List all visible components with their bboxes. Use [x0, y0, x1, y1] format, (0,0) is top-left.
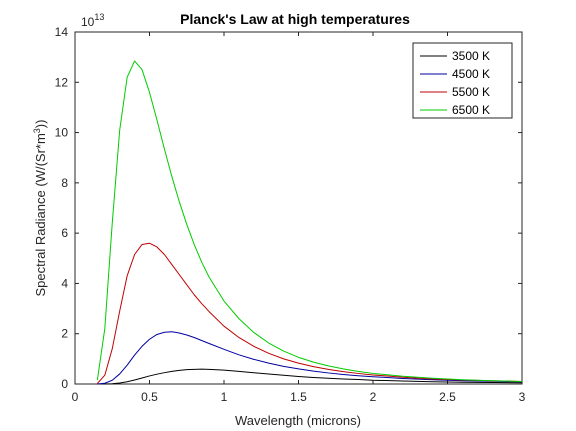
y-multiplier-exponent: 13 [94, 12, 104, 22]
series-line-5500-k [96, 242, 523, 384]
y-tick-label: 0 [61, 377, 68, 391]
y-tick-label: 4 [61, 276, 68, 290]
y-tick-label: 14 [55, 25, 69, 39]
y-axis-label-base: Spectral Radiance (W/(Sr*m [33, 133, 48, 296]
series-line-4500-k [97, 331, 523, 385]
x-tick-label: 0.5 [141, 390, 158, 404]
y-tick-label: 12 [55, 75, 69, 89]
x-axis-label: Wavelength (microns) [235, 413, 361, 428]
y-tick-label: 6 [61, 226, 68, 240]
series-line-6500-k [96, 60, 523, 382]
legend-label: 4500 K [452, 67, 490, 81]
legend-label: 6500 K [452, 103, 490, 117]
x-tick-label: 1 [221, 390, 228, 404]
chart-title: Planck's Law at high temperatures [180, 11, 410, 27]
legend-label: 3500 K [452, 49, 490, 63]
x-tick-label: 0 [72, 390, 79, 404]
legend: 3500 K 4500 K 5500 K 6500 K [412, 42, 513, 119]
y-tick-label: 8 [61, 176, 68, 190]
axis-ticks: 0 0.5 1 1.5 2 2.5 3 0 2 4 6 8 10 12 14 [55, 25, 526, 404]
series-lines [96, 60, 523, 385]
x-tick-label: 2 [370, 390, 377, 404]
y-multiplier-base: 10 [81, 15, 95, 29]
x-tick-label: 3 [519, 390, 526, 404]
x-tick-label: 1.5 [290, 390, 307, 404]
y-axis-label-tail: )) [33, 120, 48, 129]
x-tick-label: 2.5 [439, 390, 456, 404]
y-axis-label: Spectral Radiance (W/(Sr*m3)) [32, 120, 48, 297]
y-multiplier: 1013 [81, 12, 104, 29]
y-tick-label: 2 [61, 327, 68, 341]
legend-label: 5500 K [452, 85, 490, 99]
y-tick-label: 10 [55, 126, 69, 140]
y-axis-label-sup: 3 [32, 128, 42, 133]
series-line-3500-k [97, 368, 523, 385]
